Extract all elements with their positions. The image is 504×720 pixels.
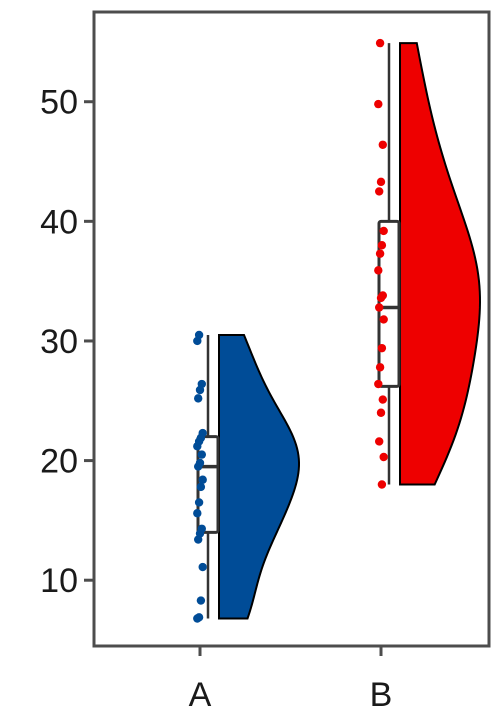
data-point-A: [197, 450, 206, 459]
data-point-B: [376, 408, 386, 417]
x-tick-label: A: [189, 676, 212, 714]
data-point-B: [379, 226, 388, 236]
data-point-A: [198, 475, 207, 484]
data-point-B: [375, 187, 384, 196]
data-point-A: [198, 428, 207, 438]
data-point-B: [375, 363, 385, 372]
data-point-B: [377, 480, 387, 489]
data-point-B: [374, 266, 383, 275]
data-point-B: [375, 249, 385, 258]
data-point-B: [374, 379, 383, 389]
data-point-B: [379, 315, 388, 324]
data-point-B: [378, 395, 387, 404]
data-point-B: [377, 241, 387, 250]
y-tick-label: 50: [40, 84, 78, 122]
y-tick-label: 40: [40, 203, 78, 241]
data-point-B: [378, 140, 387, 149]
data-point-A: [197, 524, 206, 533]
data-point-A: [196, 596, 206, 605]
data-point-B: [378, 291, 387, 300]
y-tick-label: 20: [40, 443, 78, 481]
data-point-A: [194, 498, 204, 507]
data-point-A: [196, 482, 206, 492]
data-point-B: [379, 452, 388, 462]
data-point-B: [375, 437, 384, 446]
plot-frame: [92, 10, 491, 648]
data-point-B: [375, 38, 385, 48]
data-point-A: [197, 379, 206, 389]
data-point-A: [198, 562, 207, 572]
chart-marks: [193, 38, 482, 623]
density-cloud-A: [218, 333, 301, 620]
data-point-B: [376, 177, 386, 187]
data-point-B: [375, 303, 384, 312]
data-point-B: [374, 99, 383, 109]
data-point-B: [377, 343, 387, 353]
data-point-A: [195, 458, 205, 468]
x-tick-label: B: [370, 676, 393, 714]
density-cloud-B: [399, 42, 482, 486]
data-point-A: [194, 330, 204, 340]
chart-axes: 10 20 30 40 50 A B: [40, 84, 392, 714]
data-point-A: [193, 509, 202, 518]
y-tick-label: 30: [40, 323, 78, 361]
data-point-A: [194, 613, 204, 622]
data-point-A: [194, 394, 203, 403]
y-tick-label: 10: [40, 562, 78, 600]
